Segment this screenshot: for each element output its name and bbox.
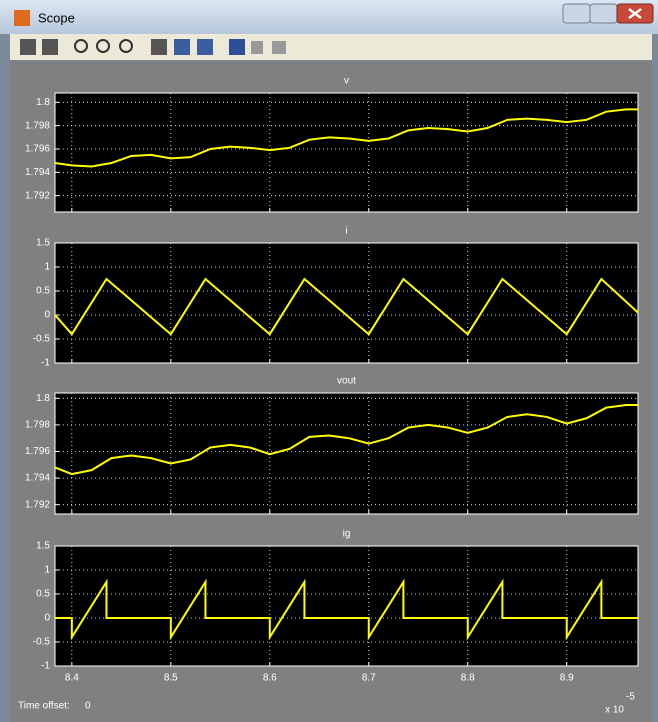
- x-tick-label: 8.7: [362, 673, 376, 684]
- y-tick-label: 1.794: [25, 167, 50, 178]
- y-tick-label: 0: [44, 310, 50, 321]
- time-offset-label: Time offset:: [18, 701, 70, 712]
- y-tick-label: 1.794: [25, 473, 50, 484]
- x-tick-label: 8.6: [263, 673, 277, 684]
- plot-title: v: [344, 76, 349, 87]
- print-button[interactable]: [20, 39, 36, 55]
- maximize-button[interactable]: [590, 4, 617, 23]
- params-button[interactable]: [42, 39, 58, 55]
- y-tick-label: 1.796: [25, 446, 50, 457]
- minimize-button[interactable]: [563, 4, 590, 23]
- y-tick-label: 0.5: [36, 286, 50, 297]
- floating-button[interactable]: [229, 39, 245, 55]
- lock-button[interactable]: [251, 41, 263, 54]
- y-tick-label: 0: [44, 613, 50, 624]
- toolbar: [10, 34, 652, 60]
- y-tick-label: 1.798: [25, 120, 50, 131]
- y-tick-label: -1: [41, 358, 50, 369]
- time-offset-value: 0: [85, 701, 91, 712]
- x-tick-label: 8.5: [164, 673, 178, 684]
- plot-title: i: [345, 226, 347, 237]
- signal-button[interactable]: [272, 41, 286, 54]
- app-icon: [14, 10, 30, 26]
- axes-background: [55, 93, 638, 212]
- save-axes-button[interactable]: [174, 39, 190, 55]
- y-tick-label: 1: [44, 565, 50, 576]
- y-tick-label: 1.798: [25, 420, 50, 431]
- y-tick-label: 1.5: [36, 238, 50, 249]
- y-tick-label: 1.792: [25, 190, 50, 201]
- y-tick-label: 1: [44, 262, 50, 273]
- x-exponent-base: x 10: [605, 705, 624, 716]
- plot-title: vout: [337, 376, 356, 387]
- axes-background: [55, 393, 638, 514]
- scope: Scope v 1.792 1.794 1.796 1.798 1.8 i -1 -0.5 0 0.…: [0, 0, 658, 722]
- y-tick-label: 0.5: [36, 589, 50, 600]
- y-tick-label: -0.5: [33, 637, 51, 648]
- x-tick-label: 8.9: [560, 673, 574, 684]
- x-tick-label: 8.4: [65, 673, 79, 684]
- axes-background: [55, 546, 638, 666]
- plot-title: ig: [343, 529, 351, 540]
- y-tick-label: 1.8: [36, 393, 50, 404]
- restore-axes-button[interactable]: [197, 39, 213, 55]
- y-tick-label: -1: [41, 661, 50, 672]
- autoscale-button[interactable]: [151, 39, 167, 55]
- scope-window: Scope v 1.792 1.794 1.796 1.798 1.8 i -1 -0.5 0 0.…: [0, 0, 658, 722]
- x-tick-label: 8.8: [461, 673, 475, 684]
- y-tick-label: 1.796: [25, 144, 50, 155]
- y-tick-label: 1.8: [36, 97, 50, 108]
- y-tick-label: 1.792: [25, 499, 50, 510]
- y-tick-label: 1.5: [36, 541, 50, 552]
- window-title: Scope: [38, 10, 75, 25]
- axes-background: [55, 243, 638, 363]
- x-exponent-power: -5: [626, 692, 635, 703]
- title-bar: [0, 0, 658, 34]
- y-tick-label: -0.5: [33, 334, 51, 345]
